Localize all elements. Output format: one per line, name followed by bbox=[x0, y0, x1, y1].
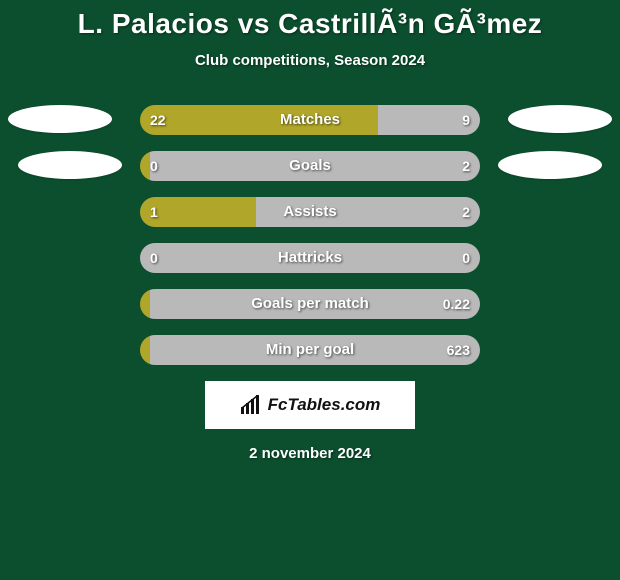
comparison-card: L. Palacios vs CastrillÃ³n GÃ³mez Club c… bbox=[0, 0, 620, 580]
stat-label: Matches bbox=[140, 105, 480, 135]
brand-badge: FcTables.com bbox=[205, 381, 415, 429]
stat-label: Hattricks bbox=[140, 243, 480, 273]
stat-row: 12Assists bbox=[0, 197, 620, 227]
page-title: L. Palacios vs CastrillÃ³n GÃ³mez bbox=[0, 8, 620, 40]
chart-icon bbox=[240, 395, 262, 415]
subtitle: Club competitions, Season 2024 bbox=[0, 52, 620, 69]
stat-row: 0.22Goals per match bbox=[0, 289, 620, 319]
stat-label: Goals per match bbox=[140, 289, 480, 319]
footer-date: 2 november 2024 bbox=[0, 445, 620, 462]
stat-label: Assists bbox=[140, 197, 480, 227]
stat-row: 00Hattricks bbox=[0, 243, 620, 273]
stat-row: 229Matches bbox=[0, 105, 620, 135]
stat-rows: 229Matches 02Goals 12Assists 00Hattricks 0.2… bbox=[0, 105, 620, 365]
brand-text: FcTables.com bbox=[268, 395, 381, 415]
stat-row: 623Min per goal bbox=[0, 335, 620, 365]
stat-row: 02Goals bbox=[0, 151, 620, 181]
stat-label: Min per goal bbox=[140, 335, 480, 365]
stat-label: Goals bbox=[140, 151, 480, 181]
